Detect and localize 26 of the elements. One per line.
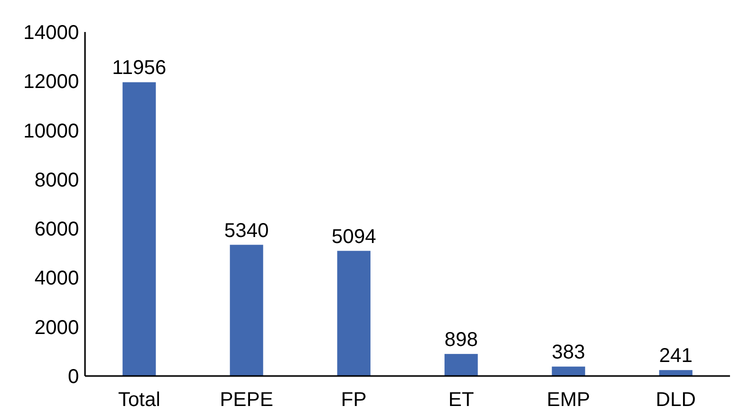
y-tick-label: 0: [68, 366, 79, 388]
bar: [444, 354, 478, 376]
data-label: 11956: [112, 57, 166, 80]
bar: [337, 250, 370, 376]
y-tick-label: 14000: [23, 22, 79, 44]
data-label: 241: [659, 345, 692, 368]
x-tick-label: FP: [341, 389, 367, 411]
y-tick-label: 12000: [23, 71, 79, 94]
data-label: 5340: [224, 220, 269, 242]
bar: [659, 370, 692, 376]
x-tick-label: Total: [118, 389, 160, 411]
bar: [552, 366, 586, 376]
bar: [122, 82, 156, 376]
data-label: 383: [552, 342, 586, 364]
y-tick-label: 2000: [34, 316, 79, 339]
y-tick-label: 6000: [34, 218, 79, 241]
bar: [230, 244, 264, 376]
x-tick-label: EMP: [546, 389, 590, 411]
y-tick-label: 8000: [34, 169, 79, 192]
y-tick-label: 10000: [23, 120, 79, 142]
x-tick-label: DLD: [656, 389, 696, 411]
data-label: 898: [444, 328, 478, 351]
x-tick-label: ET: [448, 389, 474, 411]
y-tick-label: 4000: [34, 268, 79, 290]
data-label: 5094: [332, 226, 376, 248]
x-tick-label: PEPE: [220, 389, 274, 411]
